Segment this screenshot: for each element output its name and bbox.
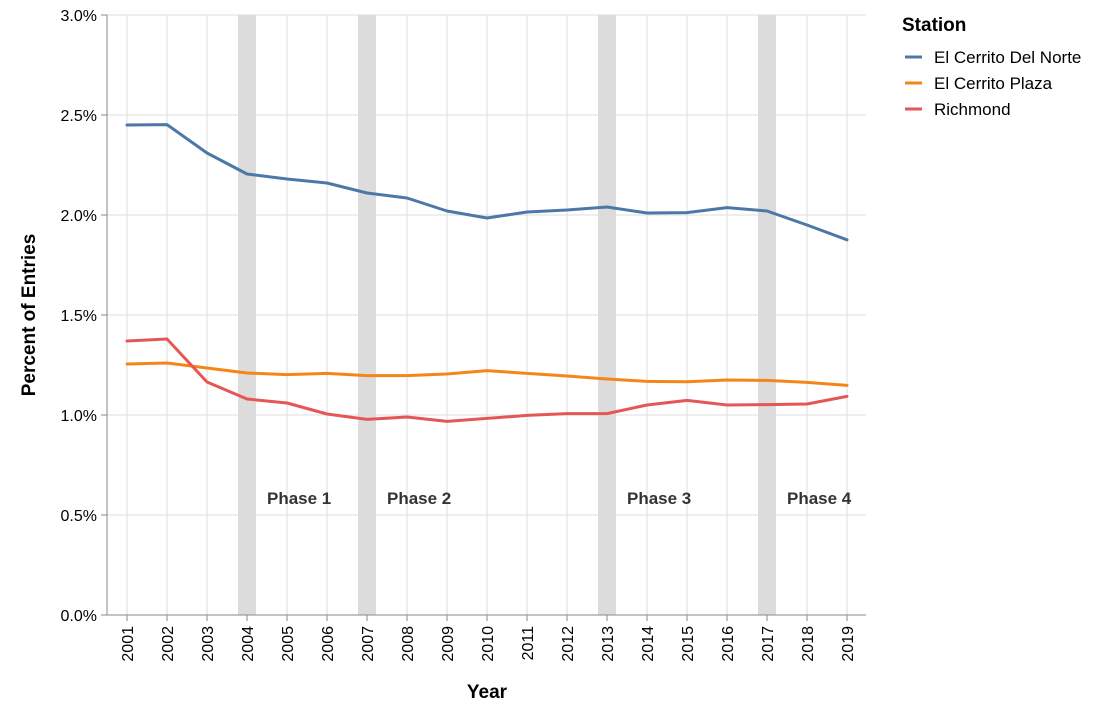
x-tick-label: 2008: [400, 626, 417, 662]
phase-band: [758, 15, 776, 615]
phase-bands: [238, 15, 776, 615]
y-tick-label: 0.5%: [61, 508, 97, 525]
phase-label: Phase 1: [267, 489, 331, 508]
x-tick-label: 2015: [680, 626, 697, 662]
legend: Station El Cerrito Del Norte El Cerrito P…: [902, 15, 1081, 119]
x-tick-label: 2013: [600, 626, 617, 662]
y-tick-label: 2.0%: [61, 208, 97, 225]
y-tick-label: 1.0%: [61, 408, 97, 425]
y-axis-title: Percent of Entries: [19, 234, 40, 397]
x-tick-label: 2017: [760, 626, 777, 662]
phase-band: [598, 15, 616, 615]
y-tick-label: 2.5%: [61, 108, 97, 125]
series-line: [125, 361, 849, 387]
legend-items: El Cerrito Del Norte El Cerrito Plaza Rich…: [905, 48, 1081, 119]
legend-label: El Cerrito Del Norte: [934, 48, 1081, 67]
x-tick-label: 2019: [840, 626, 857, 662]
x-tick-label: 2014: [640, 626, 657, 662]
series-line: [125, 123, 849, 242]
legend-label: El Cerrito Plaza: [934, 74, 1053, 93]
series-line: [125, 337, 849, 423]
series-lines: [125, 123, 849, 423]
phase-band: [358, 15, 376, 615]
phase-label: Phase 2: [387, 489, 451, 508]
x-tick-label: 2010: [480, 626, 497, 662]
x-tick-label: 2003: [200, 626, 217, 662]
y-tick-label: 0.0%: [61, 608, 97, 625]
gridlines: [107, 14, 866, 616]
x-tick-label: 2009: [440, 626, 457, 662]
legend-title: Station: [902, 15, 966, 36]
x-tick-label: 2016: [720, 626, 737, 662]
phase-band: [238, 15, 256, 615]
x-tick-label: 2006: [320, 626, 337, 662]
axes: 0.0% 0.5% 1.0% 1.5% 2.0% 2.5% 3.0% 2001 2002 2003…: [61, 8, 866, 662]
x-tick-label: 2004: [240, 626, 257, 662]
y-tick-label: 1.5%: [61, 308, 97, 325]
y-tick-label: 3.0%: [61, 8, 97, 25]
x-tick-label: 2012: [560, 626, 577, 662]
x-tick-label: 2018: [800, 626, 817, 662]
phase-label: Phase 3: [627, 489, 691, 508]
phase-annotations: Phase 1 Phase 2 Phase 3 Phase 4: [267, 489, 852, 508]
legend-label: Richmond: [934, 100, 1011, 119]
x-axis-title: Year: [467, 682, 508, 703]
x-tick-label: 2007: [360, 626, 377, 662]
x-tick-label: 2011: [520, 626, 537, 661]
x-tick-label: 2001: [120, 626, 137, 662]
x-tick-label: 2002: [160, 626, 177, 662]
x-tick-label: 2005: [280, 626, 297, 662]
phase-label: Phase 4: [787, 489, 852, 508]
